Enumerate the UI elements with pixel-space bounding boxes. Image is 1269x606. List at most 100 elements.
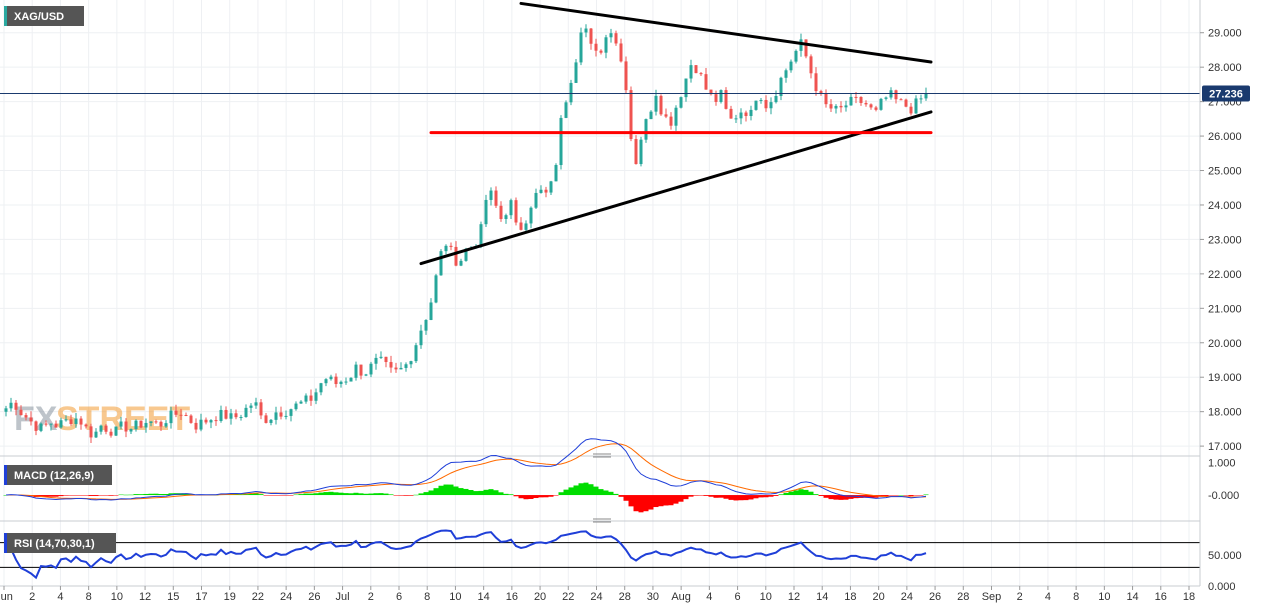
macd-histogram-bar — [838, 495, 844, 500]
macd-histogram-bar — [243, 494, 249, 496]
candle — [399, 362, 403, 370]
macd-histogram-bar — [573, 485, 579, 496]
macd-histogram-bar — [748, 495, 754, 500]
candle — [329, 374, 333, 381]
macd-tick-label: -0.000 — [1208, 490, 1239, 502]
candle — [204, 417, 208, 425]
rsi-label-text: RSI (14,70,30,1) — [14, 538, 95, 550]
macd-histogram-bar — [48, 495, 54, 497]
macd-histogram-bar — [283, 495, 289, 496]
macd-histogram-bar — [868, 495, 874, 498]
macd-histogram-bar — [578, 483, 584, 496]
candle — [659, 94, 663, 116]
candle — [844, 100, 848, 112]
time-tick-label: 12 — [788, 591, 800, 603]
candle — [409, 360, 413, 369]
macd-histogram-bar — [653, 495, 659, 508]
candle — [554, 163, 558, 182]
candle — [419, 324, 423, 349]
candle — [874, 105, 878, 112]
trendline-triangle-upper[interactable] — [519, 1, 933, 64]
pane-resize-handle-rsi[interactable] — [593, 518, 611, 523]
macd-histogram-bar — [643, 495, 649, 512]
candle — [249, 403, 253, 413]
macd-histogram-bar — [253, 493, 259, 496]
price-tick-label: 25.000 — [1208, 166, 1242, 178]
time-tick-label: 12 — [139, 591, 151, 603]
macd-histogram-bar — [348, 493, 354, 496]
candle — [369, 361, 373, 378]
macd-histogram-bar — [88, 495, 94, 496]
macd-histogram-bar — [673, 495, 679, 504]
last-price-tag: 27.236 — [1202, 85, 1250, 102]
macd-histogram-bar — [488, 489, 494, 496]
macd-histogram-bar — [808, 491, 814, 496]
pane-resize-handle-macd[interactable] — [593, 453, 611, 458]
macd-histogram-bar — [383, 493, 389, 496]
candle — [299, 400, 303, 404]
candle — [674, 105, 678, 131]
candle — [924, 87, 928, 101]
rsi-label[interactable]: RSI (14,70,30,1) — [4, 533, 116, 553]
macd-histogram-bar — [358, 493, 364, 496]
time-axis[interactable]: Jun2481012151719222426Jul268101416202224… — [0, 586, 1195, 603]
time-tick-label: Aug — [671, 591, 691, 603]
time-tick-label: Jun — [0, 591, 13, 603]
candle — [664, 108, 668, 119]
macd-histogram-bar — [523, 495, 529, 500]
macd-histogram-bar — [313, 493, 319, 496]
candle — [669, 112, 673, 130]
last-price-value: 27.236 — [1209, 88, 1243, 100]
macd-histogram-bar — [363, 493, 369, 496]
price-tick-label: 22.000 — [1208, 269, 1242, 281]
candle — [804, 39, 808, 59]
candle — [484, 194, 488, 228]
macd-histogram-bar — [378, 493, 384, 496]
macd-label-text: MACD (12,26,9) — [14, 470, 94, 482]
macd-histogram-bar — [38, 495, 44, 498]
candle — [29, 411, 33, 426]
macd-histogram-bar — [263, 495, 269, 496]
drawn-lines[interactable] — [419, 1, 933, 266]
macd-histogram-bar — [668, 495, 674, 506]
candle — [524, 220, 528, 233]
macd-histogram-bar — [883, 495, 889, 497]
macd-histogram-bar — [768, 495, 774, 497]
macd-histogram-bar — [408, 495, 414, 496]
candle — [609, 28, 613, 43]
candle — [229, 408, 233, 425]
macd-histogram-bar — [803, 489, 809, 496]
candle — [444, 244, 448, 255]
macd-histogram-bar — [158, 493, 164, 496]
time-tick-label: 30 — [647, 591, 659, 603]
macd-histogram-bar — [703, 495, 709, 496]
time-tick-label: 2 — [29, 591, 35, 603]
macd-histogram-bar — [458, 488, 464, 496]
macd-histogram-bar — [303, 493, 309, 496]
macd-label[interactable]: MACD (12,26,9) — [4, 465, 112, 485]
macd-histogram-bar — [418, 493, 424, 496]
candle — [234, 409, 238, 420]
macd-histogram-bar — [663, 495, 669, 506]
candle — [449, 242, 453, 251]
time-tick-label: Sep — [982, 591, 1002, 603]
candle — [439, 249, 443, 276]
macd-histogram-bar — [448, 484, 454, 496]
symbol-label[interactable]: XAG/USD — [4, 6, 84, 26]
macd-histogram-bar — [148, 493, 154, 496]
macd-histogram-bar — [533, 495, 539, 499]
candle — [824, 89, 828, 108]
trendline-triangle-lower[interactable] — [419, 110, 933, 266]
macd-histogram-bar — [128, 494, 134, 496]
price-axis[interactable]: 29.00028.00027.00026.00025.00024.00023.0… — [1200, 28, 1242, 453]
price-tick-label: 21.000 — [1208, 303, 1242, 315]
macd-histogram-bar — [758, 495, 764, 498]
macd-histogram-bar — [413, 494, 419, 496]
macd-histogram-bar — [553, 495, 559, 496]
candle — [869, 103, 873, 110]
candle — [774, 90, 778, 104]
macd-histogram-bar — [903, 495, 909, 496]
time-tick-label: 4 — [1045, 591, 1051, 603]
macd-histogram-bar — [103, 495, 109, 496]
